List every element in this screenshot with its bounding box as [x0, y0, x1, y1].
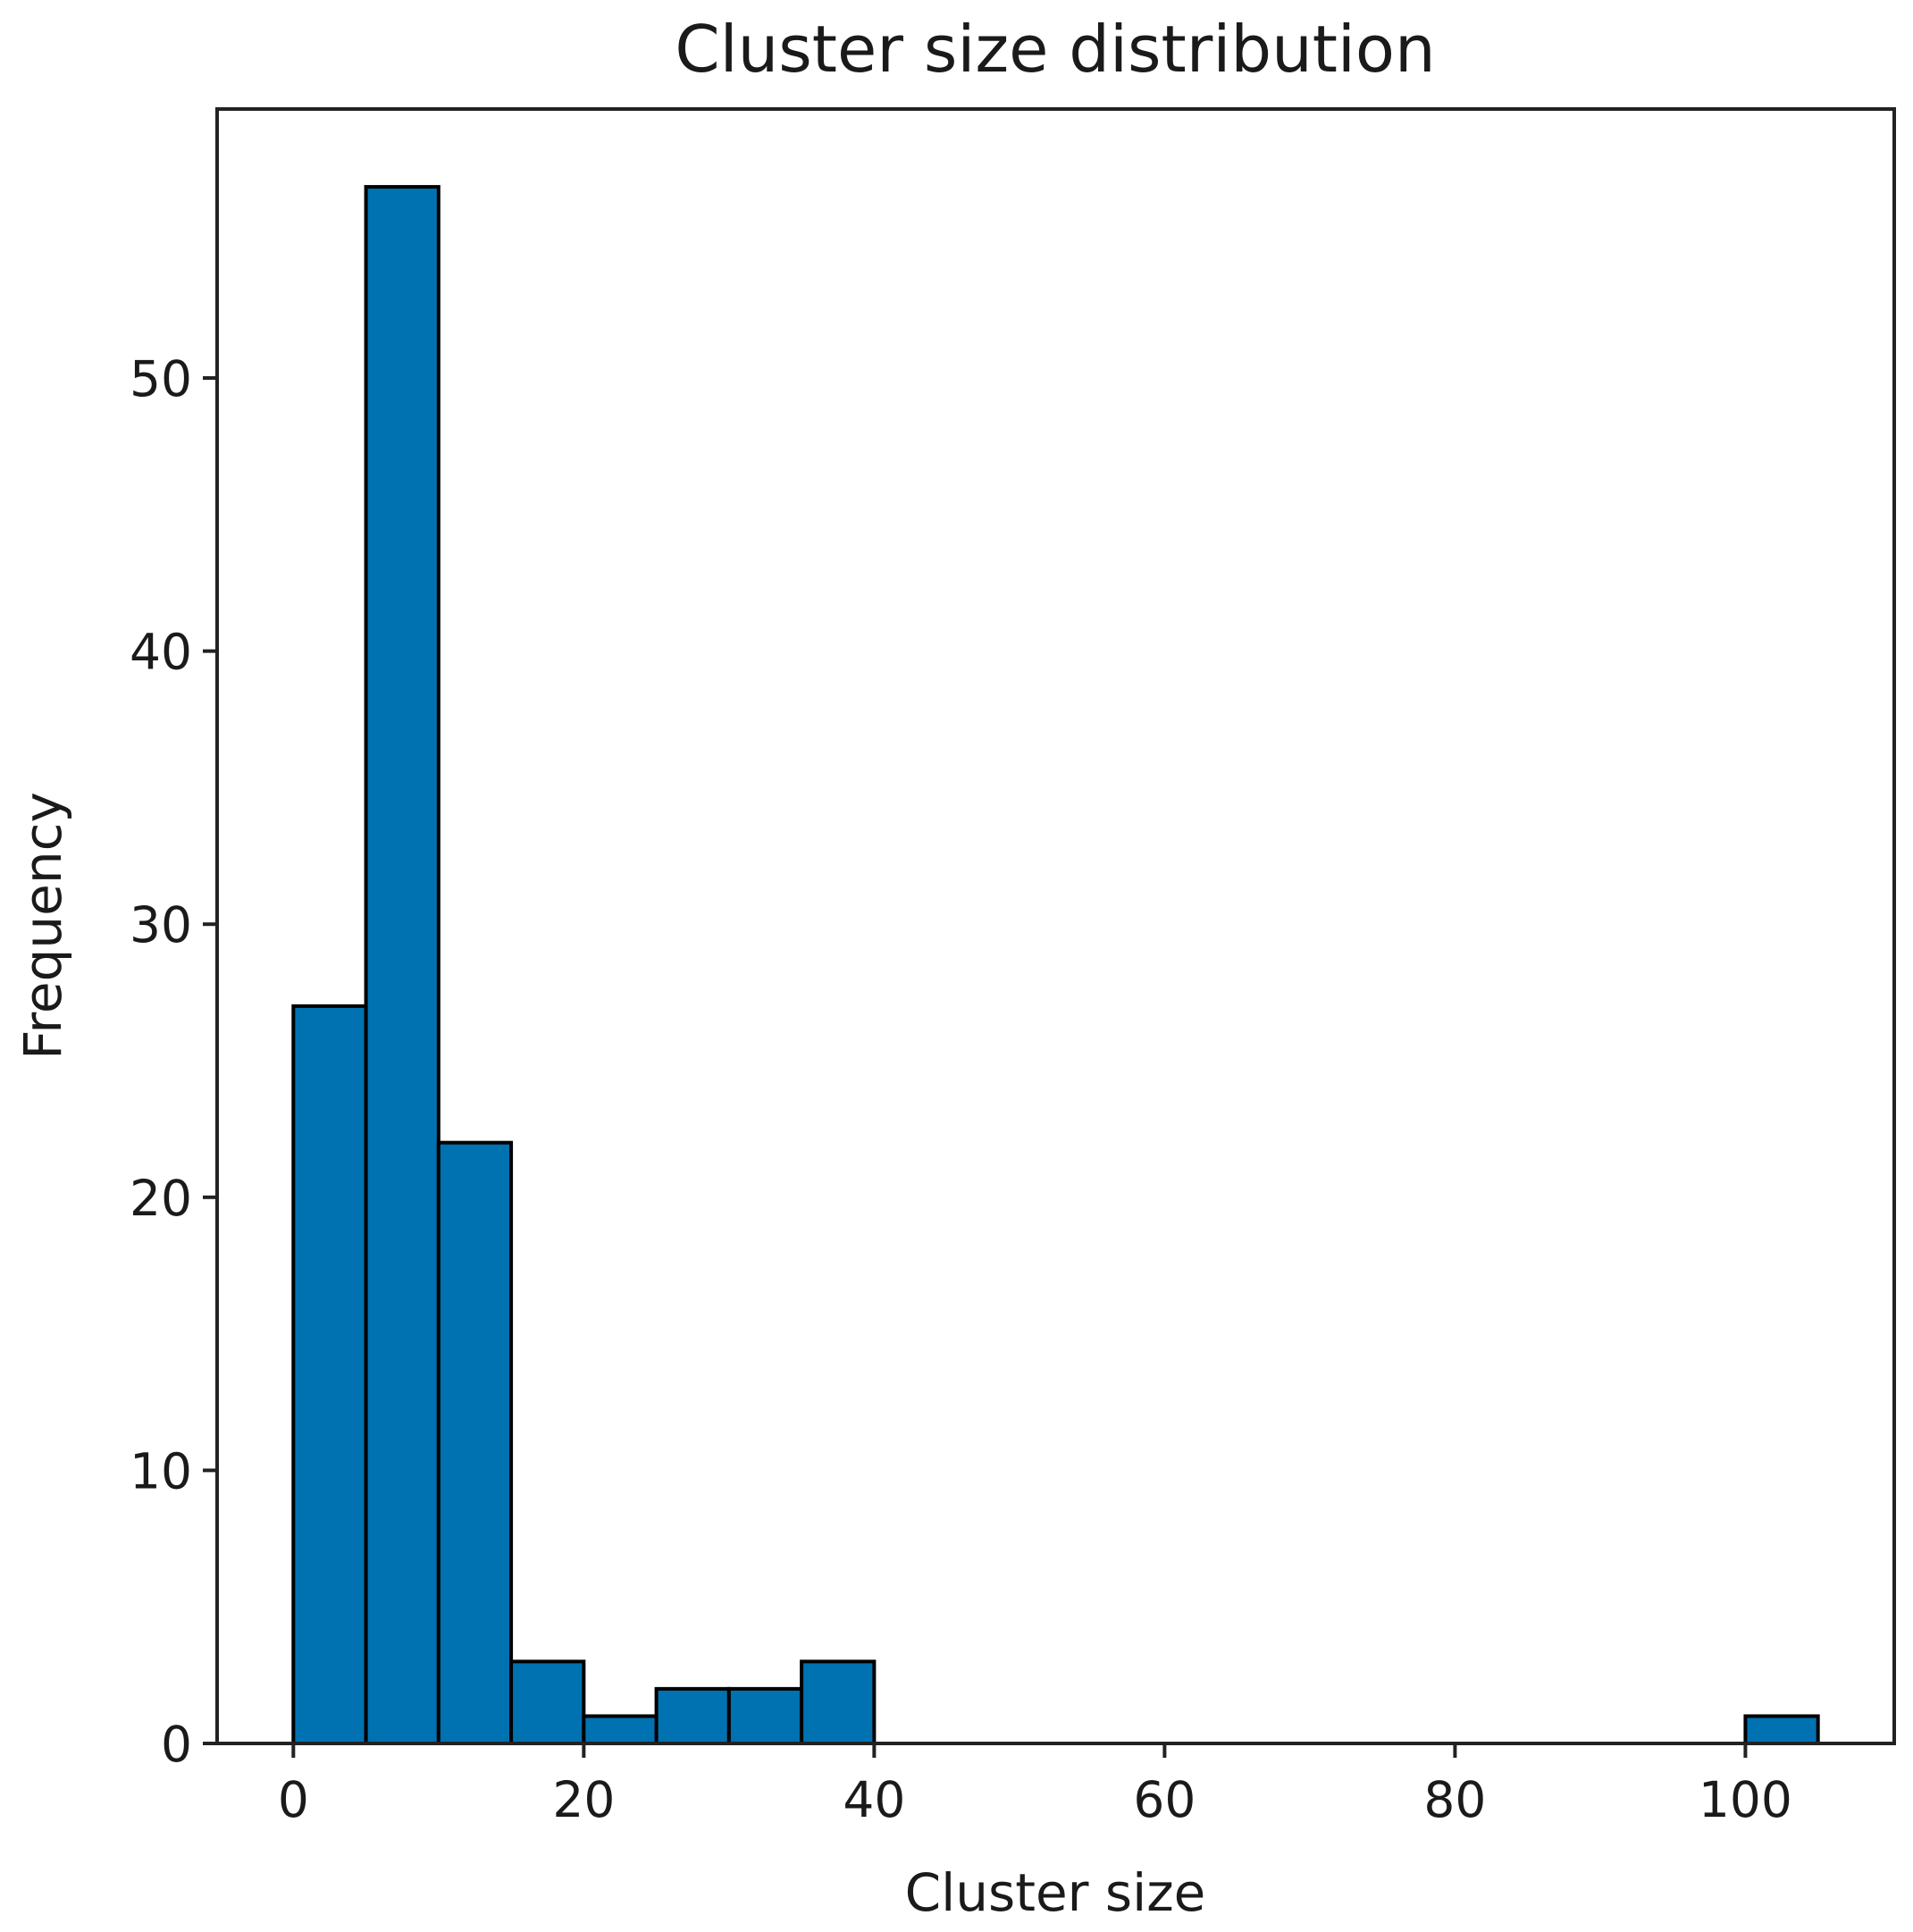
histogram-bar — [726, 1686, 804, 1745]
x-tick-label: 40 — [843, 1771, 905, 1828]
histogram-bar — [509, 1659, 586, 1745]
histogram-bar — [1743, 1714, 1820, 1746]
y-tick-label: 20 — [130, 1170, 192, 1227]
y-tick-label: 10 — [130, 1442, 192, 1499]
x-tick-label: 80 — [1423, 1771, 1486, 1828]
y-axis-label: Frequency — [13, 792, 73, 1060]
y-axis-ticks: 0 10 20 30 40 50 — [130, 350, 217, 1773]
y-tick-label: 0 — [161, 1716, 192, 1773]
x-tick-label: 100 — [1699, 1771, 1792, 1828]
y-tick-label: 40 — [130, 624, 192, 681]
histogram-bar — [800, 1659, 877, 1745]
histogram-bar — [436, 1140, 514, 1746]
plot-frame — [215, 107, 1896, 1745]
histogram-bar — [291, 1004, 368, 1745]
x-axis-ticks: 0 20 40 60 80 100 — [278, 1743, 1792, 1828]
y-tick-label: 50 — [130, 350, 192, 407]
x-axis-label: Cluster size — [905, 1862, 1206, 1923]
x-tick-label: 20 — [552, 1771, 615, 1828]
x-tick-label: 60 — [1133, 1771, 1196, 1828]
bars-group — [291, 185, 1820, 1746]
y-tick-label: 30 — [130, 896, 192, 953]
x-tick-label: 0 — [278, 1771, 309, 1828]
chart-title: Cluster size distribution — [675, 12, 1435, 87]
histogram-bar — [364, 185, 440, 1746]
histogram-bar — [654, 1686, 731, 1745]
histogram-bar — [582, 1714, 659, 1746]
